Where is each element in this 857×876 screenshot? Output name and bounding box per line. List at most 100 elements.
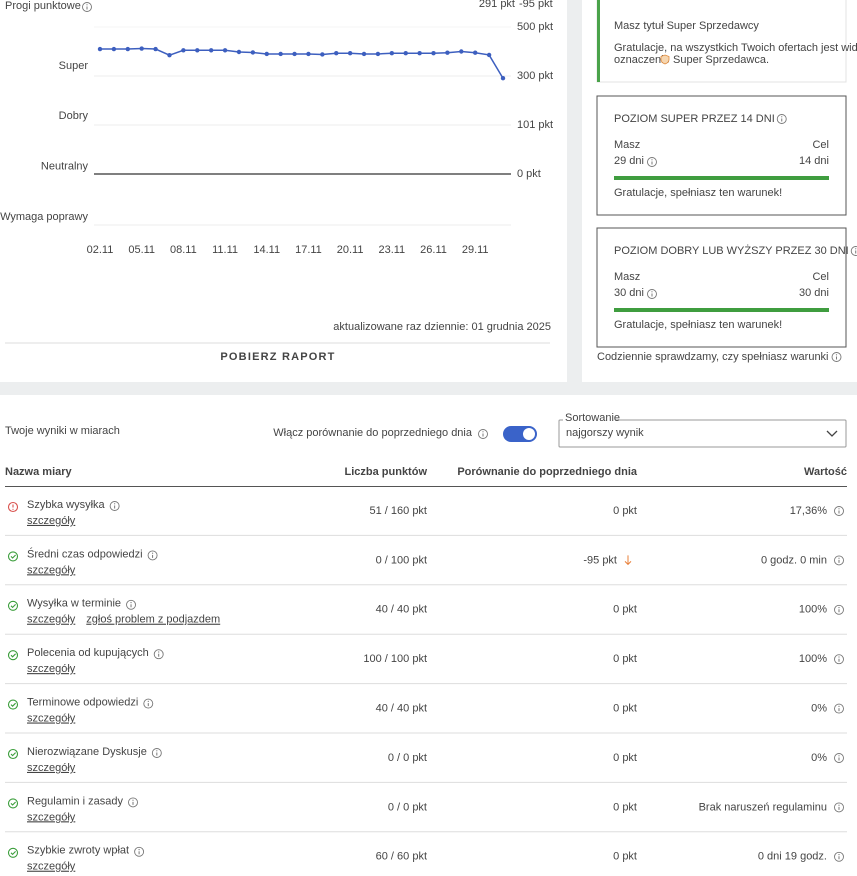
info-icon-dot — [838, 656, 840, 658]
status-accent — [597, 0, 600, 82]
info-icon-dot — [855, 248, 857, 250]
info-icon[interactable] — [109, 501, 120, 511]
info-icon[interactable] — [850, 246, 857, 256]
info-icon-dot — [651, 159, 653, 161]
card-title: POZIOM SUPER PRZEZ 14 DNI — [614, 113, 775, 125]
band-label: Super — [59, 60, 89, 72]
info-icon[interactable] — [647, 289, 657, 299]
metric-link[interactable]: szczegóły — [27, 614, 76, 626]
metric-points: 0 / 0 pkt — [388, 801, 427, 813]
info-icon[interactable] — [647, 157, 657, 167]
point — [306, 51, 311, 57]
info-icon[interactable] — [128, 797, 138, 808]
info-icon[interactable] — [834, 753, 844, 763]
x-tick-label: 17.11 — [295, 244, 322, 256]
metric-name: Terminowe odpowiedzi — [27, 697, 138, 709]
info-icon[interactable] — [151, 748, 162, 758]
info-icon[interactable] — [834, 802, 844, 813]
progress-bar — [614, 176, 829, 180]
info-icon[interactable] — [478, 429, 488, 439]
info-icon[interactable] — [834, 506, 844, 516]
point — [181, 48, 186, 53]
card-have-label: Masz — [614, 139, 640, 151]
info-icon[interactable] — [82, 2, 92, 12]
point — [264, 51, 269, 57]
info-icon[interactable] — [126, 599, 136, 610]
metric-link[interactable]: szczegóły — [27, 564, 76, 576]
point — [111, 46, 117, 52]
status-text: oznaczenie — [614, 54, 670, 66]
requirement-card — [596, 95, 847, 216]
metric-link[interactable]: zgłoś problem z podjazdem — [86, 614, 220, 626]
info-icon-dot — [838, 508, 840, 510]
info-icon[interactable] — [834, 654, 844, 665]
status-title: Masz tytuł Super Sprzedawcy — [614, 20, 759, 32]
point — [250, 50, 256, 55]
metric-value: Brak naruszeń regulaminu — [699, 801, 827, 813]
metric-link[interactable]: szczegóły — [27, 861, 76, 873]
cards-footer: Codziennie sprawdzamy, czy spełniasz war… — [597, 351, 829, 363]
info-icon-dot — [151, 552, 154, 554]
info-icon[interactable] — [147, 550, 158, 561]
info-icon[interactable] — [834, 851, 844, 862]
info-icon-dot — [781, 116, 783, 118]
point — [167, 52, 172, 58]
x-tick-label: 26.11 — [420, 244, 447, 256]
metric-value: 0 dni 19 godz. — [758, 851, 827, 863]
chart-title: Progi punktowe — [5, 0, 81, 12]
info-icon[interactable] — [134, 846, 145, 857]
section-divider — [0, 382, 857, 395]
chevron — [826, 430, 838, 437]
info-icon-dot — [838, 755, 840, 757]
metric-points: 0 / 0 pkt — [388, 752, 427, 764]
column-divider — [567, 0, 582, 382]
info-icon-dot — [835, 354, 838, 356]
trend-arrow — [624, 555, 632, 566]
metric-change: 0 pkt — [613, 752, 637, 764]
metric-name: Szybka wysyłka — [27, 499, 106, 511]
card-goal-label: Cel — [812, 139, 829, 151]
info-icon[interactable] — [834, 555, 844, 566]
card-have-label: Masz — [614, 271, 640, 283]
info-icon[interactable] — [776, 114, 787, 124]
requirement-card — [596, 227, 847, 348]
x-tick-label: 02.11 — [87, 244, 114, 256]
point — [417, 51, 422, 56]
point — [389, 51, 395, 56]
metric-change: 0 pkt — [613, 851, 637, 863]
status-check — [10, 801, 16, 806]
info-icon[interactable] — [143, 698, 154, 709]
metric-change: 0 pkt — [613, 703, 637, 715]
metric-link[interactable]: szczegóły — [27, 713, 76, 725]
metric-link[interactable]: szczegóły — [27, 762, 76, 774]
metric-points: 100 / 100 pkt — [363, 653, 427, 665]
info-icon[interactable] — [834, 703, 844, 714]
metric-link[interactable]: szczegóły — [27, 811, 76, 823]
metric-name: Polecenia od kupujących — [27, 647, 149, 659]
status-icon — [7, 798, 19, 809]
metric-link[interactable]: szczegóły — [27, 663, 76, 675]
info-icon-dot — [838, 607, 840, 609]
metric-link[interactable]: szczegóły — [27, 515, 76, 527]
sort-select[interactable] — [558, 419, 847, 448]
score: 291 pkt — [479, 0, 515, 10]
y-tick-label: 500 pkt — [517, 21, 553, 33]
point — [208, 48, 214, 53]
band-label: Neutralny — [41, 161, 89, 173]
info-icon[interactable] — [153, 649, 164, 660]
report-button[interactable]: POBIERZ RAPORT — [220, 351, 335, 363]
info-icon[interactable] — [834, 604, 844, 615]
results-title: Twoje wyniki w miarach — [5, 425, 120, 437]
x-tick-label: 23.11 — [378, 244, 405, 256]
metric-points: 60 / 60 pkt — [376, 851, 427, 863]
status-icon — [7, 650, 19, 661]
info-icon[interactable] — [831, 352, 842, 362]
x-tick-label: 20.11 — [337, 244, 364, 256]
x-tick-label: 05.11 — [128, 244, 155, 256]
point — [431, 51, 436, 56]
line — [100, 47, 504, 79]
info-icon-dot — [838, 705, 840, 708]
y-tick-label: 0 pkt — [517, 168, 541, 180]
metric-points: 51 / 160 pkt — [370, 505, 428, 517]
